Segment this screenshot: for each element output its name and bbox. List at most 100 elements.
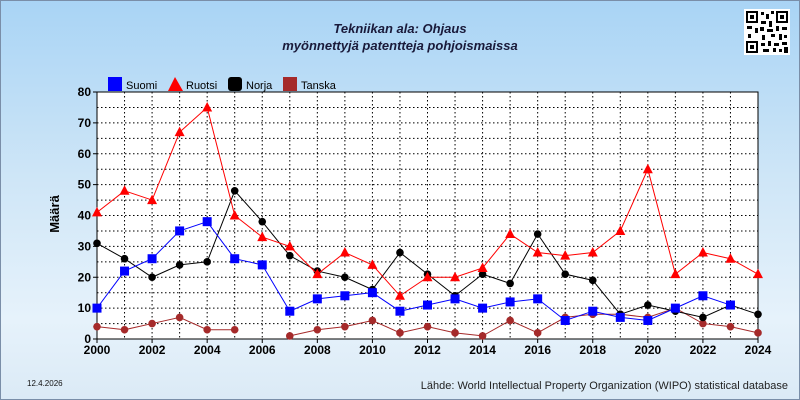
data-point-ruotsi [367, 259, 378, 269]
data-point-norja [148, 273, 156, 282]
series-line-suomi [96, 221, 731, 322]
x-tick-label: 2012 [414, 343, 441, 357]
data-point-suomi [670, 303, 680, 313]
x-tick-label: 2006 [249, 343, 276, 357]
qr-code-icon [744, 9, 790, 55]
data-point-norja [699, 313, 707, 322]
data-point-ruotsi [725, 253, 736, 263]
data-point-norja [203, 258, 211, 266]
data-point-suomi [120, 266, 130, 276]
data-point-tanska [148, 319, 156, 328]
y-tick-label: 10 [78, 301, 92, 315]
data-point-norja [285, 251, 294, 260]
x-tick-label: 2016 [524, 343, 551, 357]
x-tick-label: 2018 [579, 343, 606, 357]
data-point-suomi [643, 315, 653, 325]
data-point-ruotsi [174, 126, 185, 137]
y-tick-label: 40 [78, 209, 92, 223]
data-point-norja [588, 276, 597, 285]
data-point-tanska [533, 329, 542, 337]
data-point-suomi [285, 306, 295, 316]
data-point-norja [561, 270, 570, 278]
x-tick-label: 2008 [304, 343, 331, 357]
y-tick-label: 60 [78, 147, 92, 161]
data-point-ruotsi [560, 250, 571, 260]
x-tick-label: 2010 [359, 343, 386, 357]
data-point-ruotsi [450, 271, 461, 282]
data-point-suomi [533, 294, 543, 304]
data-point-tanska [93, 322, 101, 331]
data-point-tanska [313, 325, 322, 334]
chart-subtitle: myönnettyjä patentteja pohjoismaissa [282, 38, 518, 53]
series-line-tanska [289, 307, 759, 337]
chart-title: Tekniikan ala: Ohjaus [333, 21, 467, 36]
data-point-tanska [175, 313, 184, 322]
date-stamp: 12.4.2026 [27, 379, 63, 388]
data-point-suomi [450, 294, 460, 304]
x-tick-label: 2000 [84, 343, 111, 357]
data-point-suomi [725, 300, 735, 310]
data-point-ruotsi [642, 163, 653, 174]
data-point-norja [644, 301, 652, 309]
data-point-ruotsi [477, 262, 488, 272]
data-point-norja [93, 239, 101, 248]
legend-marker-norja [228, 77, 242, 91]
data-point-suomi [175, 226, 185, 236]
data-point-norja [396, 248, 404, 257]
data-point-tanska [699, 319, 707, 328]
data-point-suomi [230, 254, 240, 264]
data-point-suomi [367, 288, 377, 298]
data-point-norja [230, 187, 239, 195]
data-point-tanska [203, 325, 211, 334]
data-point-ruotsi [670, 268, 681, 279]
data-point-tanska [396, 329, 404, 337]
data-point-suomi [147, 254, 157, 264]
data-point-tanska [341, 322, 349, 331]
data-point-tanska [506, 316, 514, 325]
x-tick-label: 2024 [745, 343, 772, 357]
data-point-suomi [312, 294, 322, 304]
data-point-suomi [340, 291, 350, 301]
data-point-norja [533, 230, 542, 238]
data-point-ruotsi [257, 231, 268, 242]
data-point-ruotsi [339, 247, 350, 257]
data-point-suomi [257, 260, 267, 270]
data-point-tanska [451, 329, 459, 337]
y-tick-label: 50 [78, 178, 92, 192]
data-point-norja [754, 310, 762, 319]
data-point-ruotsi [312, 268, 323, 279]
data-point-suomi [395, 306, 405, 316]
data-point-suomi [202, 217, 212, 227]
data-point-ruotsi [753, 268, 763, 279]
data-point-ruotsi [532, 247, 543, 257]
data-point-ruotsi [92, 206, 102, 217]
x-tick-label: 2004 [194, 343, 221, 357]
legend-marker-ruotsi [168, 77, 183, 91]
data-point-tanska [423, 322, 432, 331]
y-tick-label: 80 [78, 85, 92, 99]
y-tick-label: 20 [78, 270, 92, 284]
data-point-norja [175, 261, 184, 269]
y-tick-label: 30 [78, 239, 92, 253]
data-point-ruotsi [505, 228, 516, 239]
y-tick-label: 70 [78, 116, 92, 130]
data-point-ruotsi [697, 247, 708, 257]
source-note: Lähde: World Intellectual Property Organ… [420, 380, 788, 392]
data-point-norja [120, 254, 129, 263]
data-point-suomi [588, 306, 598, 316]
data-point-tanska [285, 332, 294, 340]
legend-label-tanska: Tanska [301, 80, 337, 92]
data-point-ruotsi [202, 101, 213, 112]
data-point-tanska [754, 329, 762, 337]
data-point-suomi [615, 312, 625, 322]
data-point-ruotsi [284, 240, 295, 251]
data-point-suomi [505, 297, 515, 307]
y-axis-label: Määrä [47, 194, 62, 232]
x-tick-label: 2002 [139, 343, 166, 357]
data-point-norja [506, 279, 514, 288]
data-point-tanska [120, 325, 129, 334]
legend-label-suomi: Suomi [126, 80, 157, 92]
data-point-suomi [423, 300, 432, 310]
data-point-ruotsi [147, 194, 158, 205]
legend-label-norja: Norja [246, 80, 273, 92]
